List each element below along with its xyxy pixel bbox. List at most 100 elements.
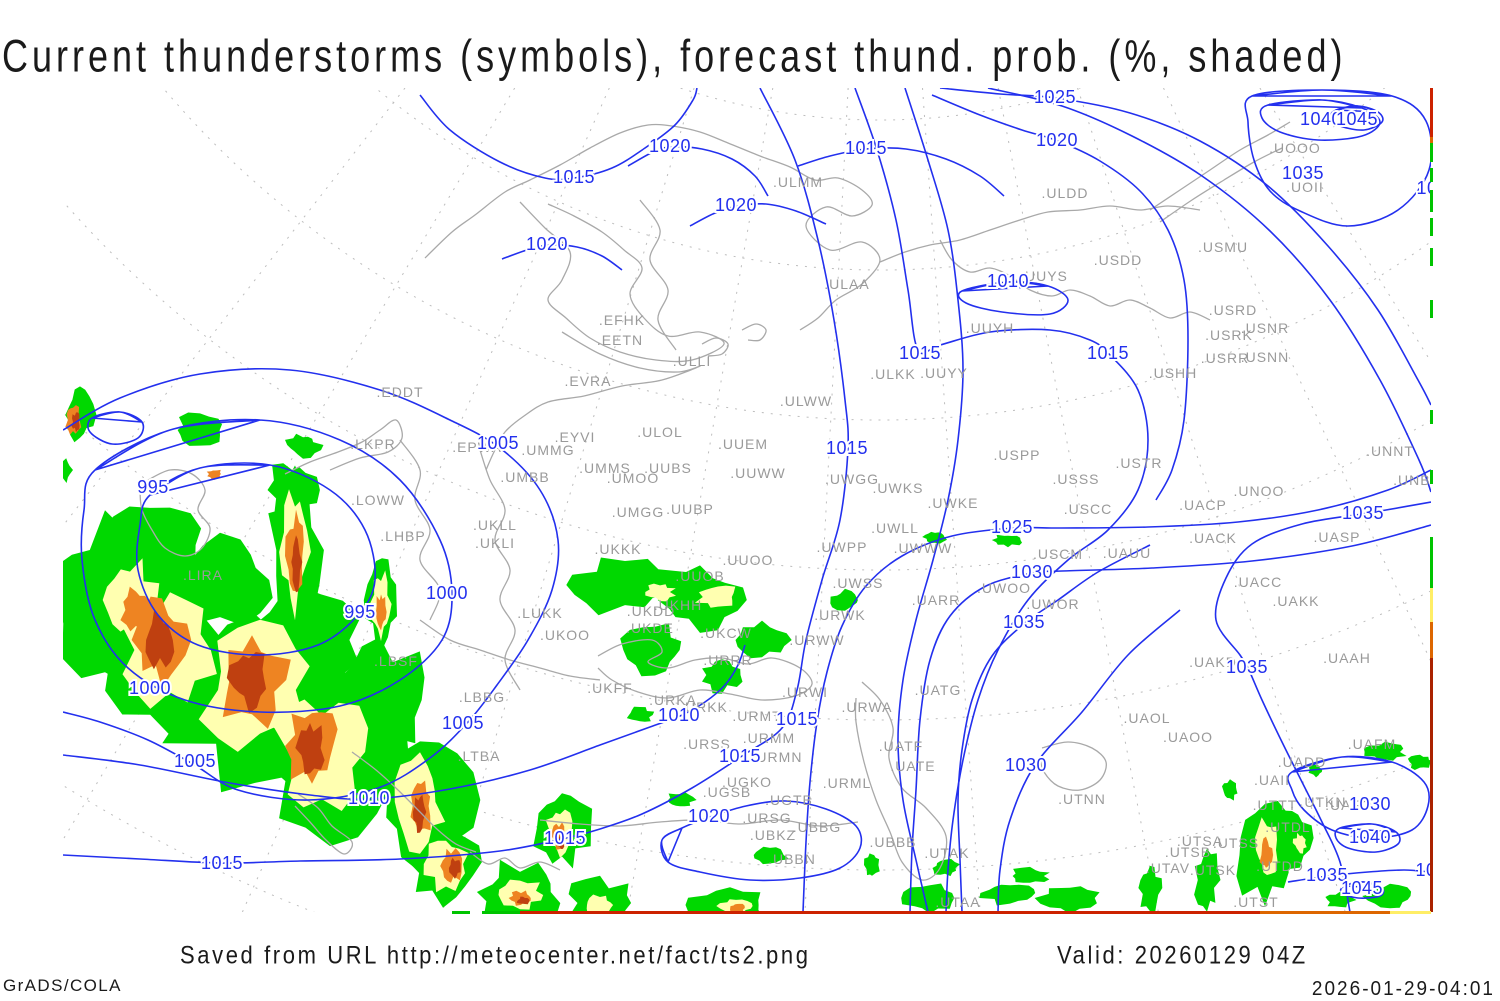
station-id: .URMT bbox=[732, 708, 781, 724]
isobar-1025 bbox=[939, 88, 1431, 406]
shading-blob bbox=[645, 583, 676, 602]
station-id: .URWI bbox=[782, 684, 828, 700]
isobar-1015 bbox=[797, 147, 1005, 197]
station-id: .URMM bbox=[743, 730, 795, 746]
shading-blob bbox=[1222, 779, 1238, 801]
station-id: .UKDE bbox=[626, 620, 674, 636]
station-id: .UMMS bbox=[579, 460, 631, 476]
station-id: .LBSF bbox=[374, 653, 418, 669]
station-id: .UUWW bbox=[730, 465, 786, 481]
shading-blob bbox=[1138, 865, 1163, 912]
station-id: .UUBP bbox=[666, 501, 714, 517]
station-id: .UADD bbox=[1278, 754, 1327, 770]
isobar-labels: 9959951000100010051005100510101010101010… bbox=[127, 87, 1431, 900]
station-id: .UKCW bbox=[700, 625, 752, 641]
station-id: .UBBG bbox=[793, 819, 842, 835]
source-url-text: Saved from URL http://meteocenter.net/fa… bbox=[180, 941, 811, 969]
station-id: .UAII bbox=[1254, 772, 1290, 788]
station-id: .UNNT bbox=[1366, 443, 1414, 459]
shading-blob bbox=[1259, 836, 1274, 868]
coastline bbox=[479, 449, 521, 691]
isobar-1010 bbox=[63, 644, 746, 801]
coastline bbox=[351, 751, 477, 853]
coastline bbox=[701, 337, 729, 357]
isobar-value-label: 1015 bbox=[826, 438, 868, 458]
isobar-1015 bbox=[419, 88, 698, 181]
coastline bbox=[485, 331, 701, 471]
isobar-value-label: 1010 bbox=[987, 271, 1029, 291]
station-id: .UUOB bbox=[675, 568, 724, 584]
station-id: .UWLL bbox=[871, 520, 919, 536]
creation-timestamp: 2026-01-29-04:01 bbox=[1311, 978, 1495, 1001]
station-id: .UUEM bbox=[718, 436, 768, 452]
shading-blob bbox=[120, 586, 151, 632]
station-id: .UTSB bbox=[1165, 844, 1211, 860]
isobar-1020 bbox=[660, 800, 863, 882]
station-id: .LTBA bbox=[458, 748, 501, 764]
coastline bbox=[639, 199, 677, 351]
shading-blob bbox=[620, 623, 682, 677]
isobar-value-label: 1005 bbox=[477, 433, 519, 453]
shading-blob bbox=[586, 894, 614, 912]
station-id: .UTAK bbox=[924, 845, 969, 861]
station-id: .UARR bbox=[912, 592, 961, 608]
station-id: .ULOL bbox=[637, 424, 682, 440]
isobar-value-label: 1005 bbox=[442, 713, 484, 733]
station-id: .LHBP bbox=[380, 528, 425, 544]
shading-blob bbox=[1325, 891, 1357, 908]
station-id: .UTNN bbox=[1058, 791, 1106, 807]
station-id: .UATE bbox=[890, 758, 935, 774]
station-id: .URWW bbox=[789, 632, 844, 648]
shading-blob bbox=[979, 884, 1036, 906]
thunderstorm-probability-shading bbox=[63, 386, 1431, 912]
isobar-value-label: 1045 bbox=[1336, 109, 1378, 129]
shading-blob bbox=[735, 620, 792, 659]
station-id: .URKK bbox=[680, 699, 728, 715]
station-id: .UTDL bbox=[1265, 819, 1310, 835]
station-id: .UWWW bbox=[894, 540, 953, 556]
isobar-value-label: 1010 bbox=[658, 705, 700, 725]
station-id: .UTTT bbox=[1253, 797, 1298, 813]
isobar-1035 bbox=[1287, 869, 1431, 883]
shading-blob bbox=[412, 794, 427, 833]
shading-blob bbox=[516, 896, 530, 905]
coastline bbox=[284, 419, 403, 475]
isobar-1035 bbox=[1244, 89, 1431, 227]
station-id: .UKKK bbox=[594, 541, 641, 557]
coastline bbox=[424, 123, 881, 331]
station-id: .USNR bbox=[1241, 320, 1290, 336]
shading-blob bbox=[376, 594, 387, 631]
isobar-1005 bbox=[63, 368, 560, 801]
station-id: .UTKN bbox=[1300, 794, 1347, 810]
isobar-minor bbox=[87, 411, 145, 445]
isobar-value-label: 1025 bbox=[1034, 87, 1076, 107]
station-id: .USSS bbox=[1052, 471, 1099, 487]
station-id: .ULLI bbox=[673, 353, 711, 369]
coastline bbox=[597, 639, 813, 701]
station-id: .UWOO bbox=[977, 580, 1031, 596]
isobar-1025 bbox=[802, 469, 1431, 912]
station-id: .UMMG bbox=[521, 442, 574, 458]
station-id: .UAKD bbox=[1189, 654, 1237, 670]
station-id: .USRR bbox=[1201, 350, 1250, 366]
station-id: .USRD bbox=[1209, 302, 1258, 318]
station-id: .UWKE bbox=[928, 495, 979, 511]
isobar-value-label: 1020 bbox=[649, 136, 691, 156]
station-id: .USTR bbox=[1116, 455, 1163, 471]
station-id: .UKOO bbox=[540, 627, 590, 643]
coastline bbox=[854, 681, 948, 881]
isobar-1020 bbox=[689, 202, 827, 227]
station-id: .EVRA bbox=[564, 373, 611, 389]
isobar-995 bbox=[135, 462, 377, 656]
station-id: .LBBG bbox=[459, 689, 505, 705]
isobar-1015 bbox=[854, 88, 1149, 912]
station-id: .UNBB bbox=[1393, 472, 1441, 488]
isobar-1035 bbox=[957, 544, 1151, 912]
map-border-segments bbox=[452, 88, 1433, 914]
station-id: .UGSB bbox=[703, 784, 752, 800]
station-id: .UTSS bbox=[1213, 835, 1259, 851]
station-id: .UUOO bbox=[723, 552, 774, 568]
shading-blob bbox=[668, 792, 697, 807]
isobar-value-label: 1045 bbox=[1341, 878, 1383, 898]
shading-blob bbox=[932, 858, 960, 877]
